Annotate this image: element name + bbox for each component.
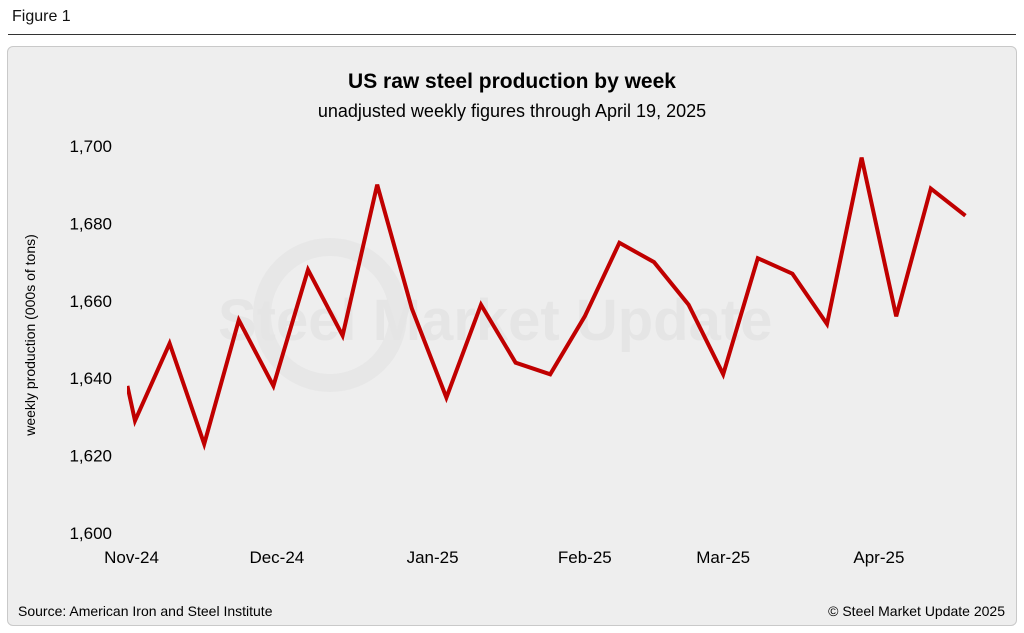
y-tick-label: 1,640 bbox=[69, 369, 112, 388]
watermark: Steel Market Update bbox=[218, 238, 772, 392]
series-line-weekly-production bbox=[127, 157, 967, 451]
chart-subtitle: unadjusted weekly figures through April … bbox=[318, 101, 706, 121]
source-note: Source: American Iron and Steel Institut… bbox=[18, 603, 273, 619]
figure-divider bbox=[8, 34, 1016, 35]
x-tick-label: Jan-25 bbox=[407, 548, 459, 567]
y-tick-label: 1,600 bbox=[69, 524, 112, 543]
copyright-note: © Steel Market Update 2025 bbox=[828, 603, 1005, 619]
x-tick-label: Dec-24 bbox=[249, 548, 304, 567]
x-tick-label: Feb-25 bbox=[558, 548, 612, 567]
figure-label: Figure 1 bbox=[12, 8, 71, 25]
y-axis-label: weekly production (000s of tons) bbox=[22, 234, 38, 437]
y-tick-label: 1,620 bbox=[69, 447, 112, 466]
chart-panel bbox=[7, 46, 1017, 626]
x-tick-label: Nov-24 bbox=[104, 548, 159, 567]
watermark-logo-icon bbox=[253, 238, 407, 392]
watermark-text: Steel Market Update bbox=[218, 288, 772, 353]
y-tick-label: 1,680 bbox=[69, 214, 112, 233]
x-tick-label: Mar-25 bbox=[696, 548, 750, 567]
x-tick-label: Apr-25 bbox=[853, 548, 904, 567]
y-tick-label: 1,660 bbox=[69, 292, 112, 311]
chart-title: US raw steel production by week bbox=[348, 70, 676, 93]
y-tick-label: 1,700 bbox=[69, 137, 112, 156]
